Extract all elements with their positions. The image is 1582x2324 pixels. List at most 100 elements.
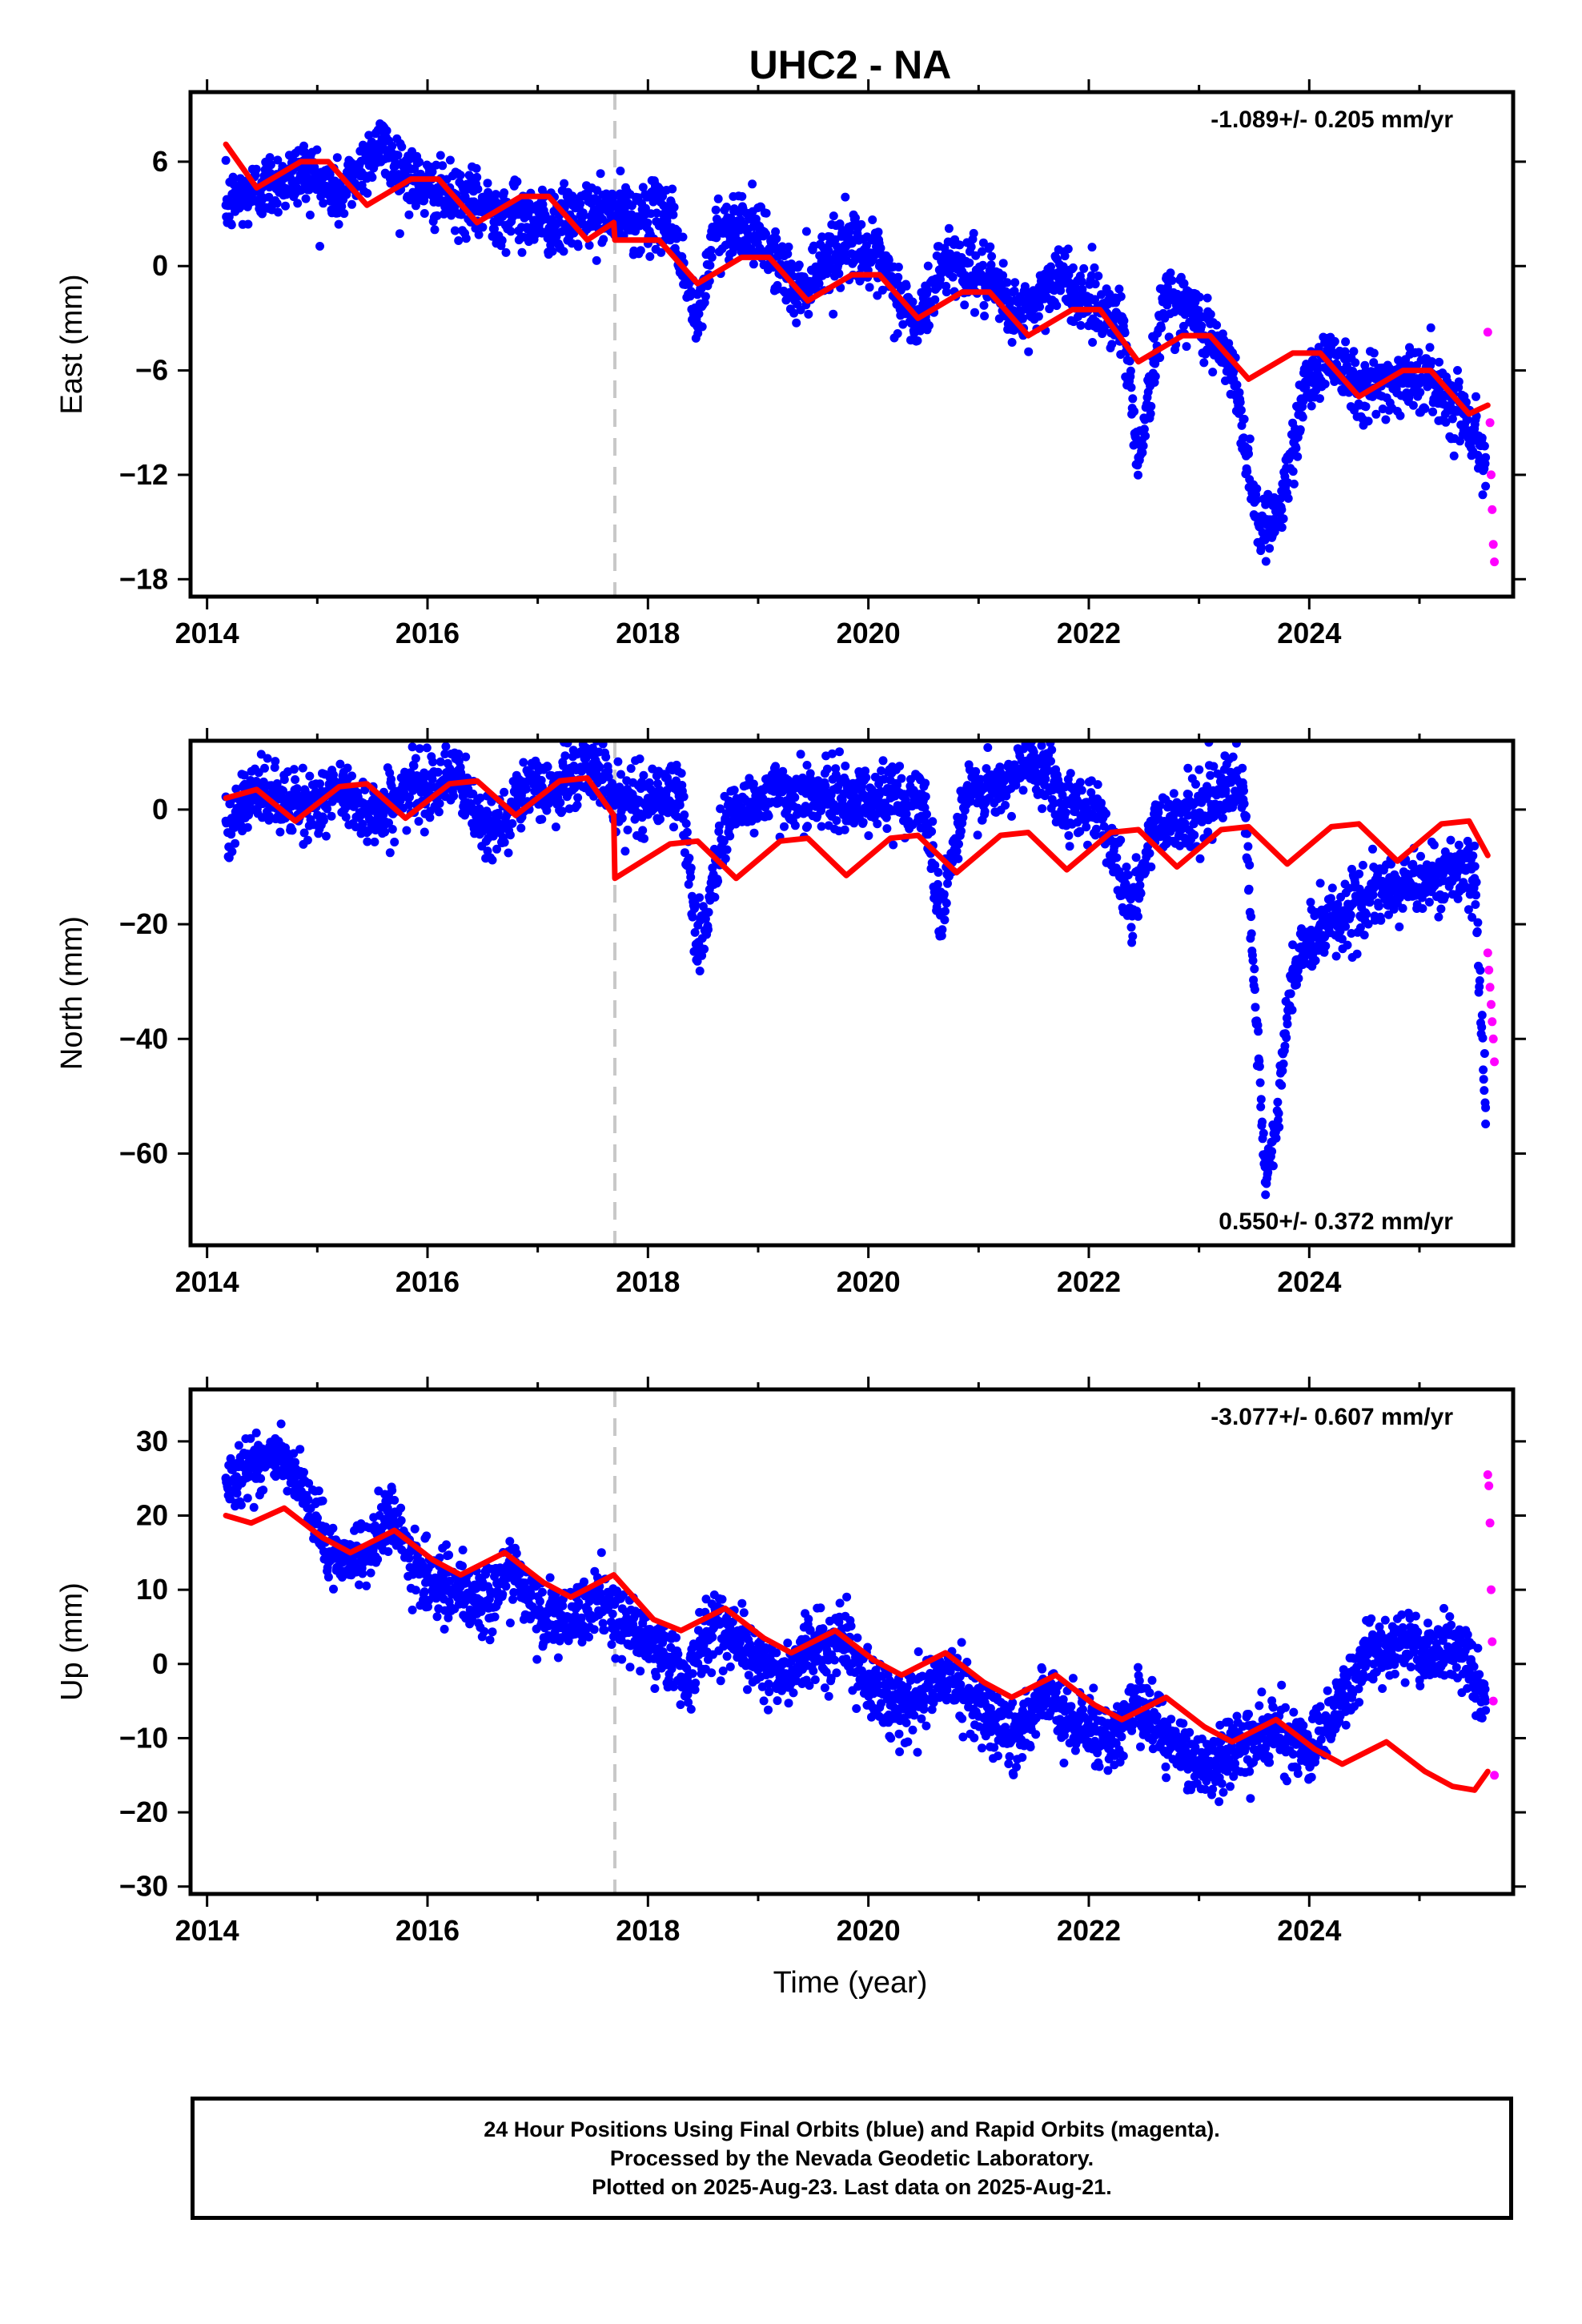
final-point: [1114, 284, 1124, 294]
final-point: [1120, 328, 1130, 338]
final-point: [1028, 731, 1037, 740]
final-point: [722, 845, 732, 854]
final-point: [1306, 898, 1315, 907]
y-tick-label: 0: [152, 249, 168, 282]
final-point: [801, 227, 811, 236]
final-point: [1157, 324, 1166, 332]
final-point: [1075, 778, 1085, 787]
final-point: [1017, 295, 1026, 304]
final-point: [1481, 481, 1491, 491]
final-point: [449, 791, 459, 801]
final-point: [764, 811, 773, 821]
final-point: [1146, 401, 1156, 411]
final-point: [1294, 974, 1303, 983]
final-point: [595, 762, 604, 772]
figure-title: UHC2 - NA: [749, 42, 952, 87]
final-point: [721, 854, 730, 863]
final-point: [430, 225, 440, 235]
final-point: [632, 212, 642, 222]
final-point: [847, 235, 857, 245]
final-point: [478, 223, 488, 232]
final-point: [952, 846, 962, 856]
final-point: [347, 199, 356, 209]
final-point: [305, 771, 315, 781]
final-point: [1321, 941, 1331, 951]
final-point: [1122, 862, 1131, 872]
final-point: [881, 813, 891, 822]
final-point: [705, 260, 715, 270]
final-point: [1001, 801, 1010, 810]
final-point: [640, 834, 648, 843]
final-point: [772, 234, 781, 243]
final-point: [433, 767, 443, 777]
rapid-point: [1488, 505, 1497, 514]
final-point: [428, 758, 438, 766]
final-point: [1271, 1133, 1281, 1143]
final-point: [829, 211, 838, 221]
final-point: [1286, 989, 1295, 999]
final-point: [1273, 1097, 1283, 1107]
final-point: [1195, 292, 1204, 302]
final-point: [616, 770, 625, 779]
final-point: [1280, 1041, 1290, 1051]
final-point: [780, 822, 789, 831]
y-tick-label: −6: [135, 354, 168, 387]
final-point: [645, 251, 655, 261]
final-point: [1242, 811, 1251, 821]
final-point: [841, 192, 850, 202]
final-point: [500, 838, 509, 847]
final-point: [601, 752, 611, 762]
final-point: [517, 247, 527, 257]
final-point: [1441, 417, 1451, 427]
final-point: [957, 826, 966, 836]
final-point: [1141, 867, 1150, 877]
final-point: [339, 209, 349, 219]
final-point: [678, 232, 688, 242]
final-point: [1371, 409, 1381, 419]
final-point: [488, 855, 497, 865]
final-point: [1090, 279, 1100, 289]
final-point: [1024, 726, 1033, 735]
final-point: [673, 227, 682, 235]
final-point: [263, 754, 272, 763]
final-point: [938, 925, 947, 935]
final-point: [829, 309, 838, 319]
final-point: [1179, 279, 1189, 288]
final-point: [301, 194, 311, 203]
final-point: [1478, 490, 1488, 500]
final-point: [1232, 380, 1242, 390]
final-point: [893, 329, 902, 338]
final-point: [483, 179, 492, 188]
final-point: [573, 793, 583, 802]
final-point: [1146, 409, 1155, 419]
final-point: [665, 209, 675, 219]
final-point: [709, 227, 719, 236]
final-point: [1314, 343, 1323, 352]
final-point: [913, 322, 923, 332]
final-point: [755, 243, 765, 253]
final-point: [367, 173, 377, 182]
final-point: [305, 211, 315, 219]
final-point: [1093, 780, 1102, 790]
final-point: [901, 809, 911, 818]
final-point: [559, 247, 568, 256]
final-point: [1327, 348, 1336, 358]
final-point: [1251, 495, 1261, 505]
final-point: [1126, 383, 1136, 392]
final-point: [1046, 757, 1055, 766]
final-point: [279, 775, 289, 784]
final-point: [790, 821, 800, 830]
final-point: [966, 242, 976, 251]
final-point: [291, 775, 300, 784]
final-point: [761, 208, 771, 218]
final-point: [1453, 366, 1462, 375]
final-point: [1315, 879, 1325, 888]
final-point: [1427, 357, 1436, 366]
final-point: [483, 846, 492, 856]
final-point: [716, 804, 725, 814]
final-point: [1161, 287, 1170, 297]
final-point: [228, 172, 238, 182]
final-point: [557, 806, 567, 816]
final-point: [1239, 414, 1249, 424]
